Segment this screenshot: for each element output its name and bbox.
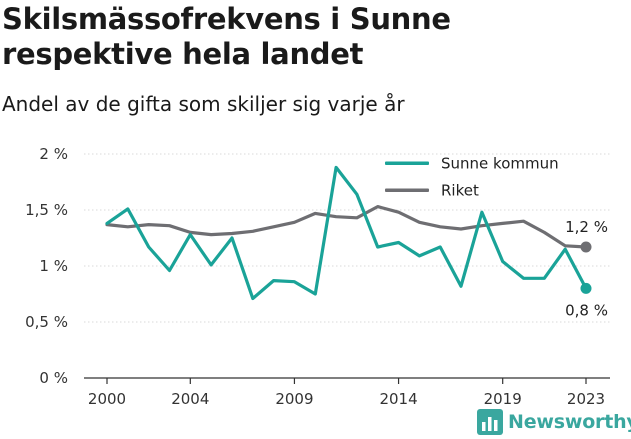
chart-title: Skilsmässofrekvens i Sunne respektive he… — [2, 2, 451, 71]
brand-name: Newsworthy — [508, 411, 631, 433]
end-point-marker — [580, 241, 592, 253]
y-tick-label: 1,5 % — [25, 201, 68, 219]
chart-subtitle: Andel av de gifta som skiljer sig varje … — [2, 92, 405, 116]
x-tick-label: 2023 — [567, 390, 605, 408]
brand-logo: Newsworthy — [477, 407, 631, 437]
series-line-sunne — [105, 165, 588, 301]
x-tick-label: 2019 — [484, 390, 522, 408]
end-point-marker — [580, 282, 592, 294]
legend: Sunne kommun Riket — [385, 155, 559, 200]
y-tick-label: 0 % — [39, 369, 68, 387]
x-axis: 2000 2004 2009 2014 2019 2023 — [84, 377, 610, 408]
y-axis-ticks: 0 % 0,5 % 1 % 1,5 % 2 % — [25, 145, 68, 387]
x-tick-label: 2014 — [379, 390, 417, 408]
x-tick-label: 2000 — [88, 390, 126, 408]
legend-label: Riket — [441, 182, 479, 200]
y-tick-label: 2 % — [39, 145, 68, 163]
legend-swatch — [385, 188, 429, 192]
end-value-label: 1,2 % — [565, 218, 608, 236]
x-tick-label: 2004 — [171, 390, 209, 408]
series-line-riket — [105, 205, 588, 249]
bar-chart-logo-icon — [477, 409, 503, 435]
legend-label: Sunne kommun — [441, 155, 559, 173]
end-value-label: 0,8 % — [565, 301, 608, 319]
x-tick-label: 2009 — [275, 390, 313, 408]
series-lines — [105, 165, 588, 301]
legend-swatch — [385, 161, 429, 165]
y-tick-label: 0,5 % — [25, 313, 68, 331]
y-tick-label: 1 % — [39, 257, 68, 275]
end-points: 0,8 % 1,2 % — [565, 218, 608, 319]
